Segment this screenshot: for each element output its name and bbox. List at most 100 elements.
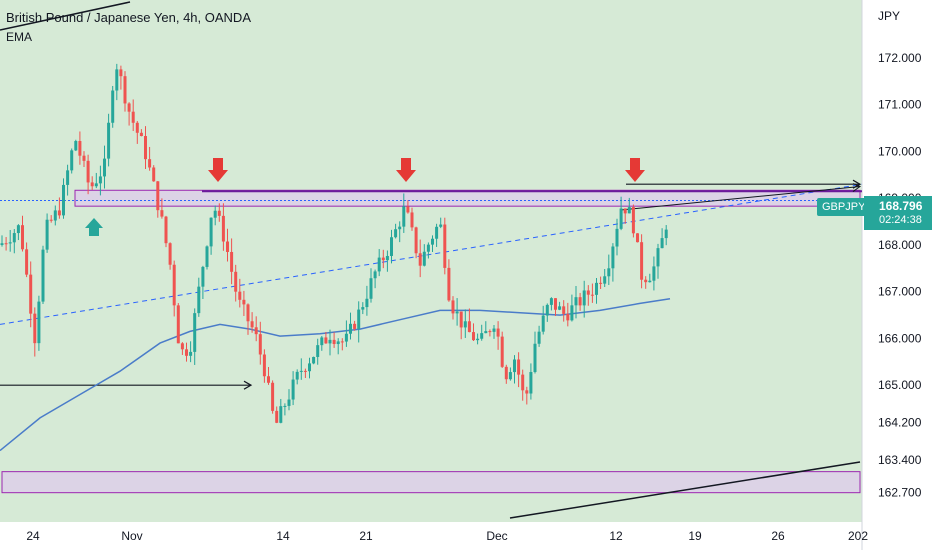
candle-body — [275, 410, 279, 423]
candle-body — [70, 150, 74, 171]
candle-body — [472, 332, 475, 341]
candle-body — [8, 242, 12, 244]
candle-body — [513, 359, 516, 373]
candle-body — [66, 170, 70, 185]
candle-body — [234, 271, 238, 292]
candle-body — [652, 266, 656, 281]
y-tick-label: 165.000 — [878, 378, 922, 392]
candle-body — [636, 233, 639, 243]
candle-body — [94, 183, 98, 187]
candle-body — [62, 184, 65, 216]
candle-body — [90, 182, 94, 187]
y-tick-label: 168.000 — [878, 238, 922, 252]
candle-body — [336, 341, 340, 345]
candle-body — [578, 297, 582, 306]
candle-body — [271, 382, 275, 411]
candle-body — [480, 333, 484, 339]
candle-body — [193, 313, 197, 352]
candle-body — [262, 354, 266, 377]
candle-body — [21, 225, 24, 250]
plot-area — [0, 0, 862, 522]
converging-line — [621, 186, 861, 211]
candle-body — [226, 241, 229, 252]
candle-body — [426, 244, 430, 252]
candle-body — [127, 103, 131, 112]
candle-body — [525, 390, 529, 394]
candle-body — [291, 379, 295, 400]
candle-body — [488, 331, 492, 333]
price-axis — [862, 0, 932, 550]
candle-body — [180, 343, 184, 350]
time-axis — [0, 522, 862, 550]
dashed-trendline — [0, 183, 863, 325]
candle-body — [295, 371, 299, 380]
candle-body — [41, 249, 45, 302]
candle-body — [115, 69, 119, 91]
candle-body — [287, 399, 291, 406]
candle-body — [656, 248, 660, 267]
candle-body — [459, 311, 463, 328]
candle-body — [463, 321, 467, 328]
candle-body — [381, 257, 385, 261]
candle-body — [25, 249, 29, 275]
x-tick-label: 202 — [848, 529, 868, 543]
candle-body — [590, 294, 594, 296]
candle-body — [16, 225, 20, 234]
candle-body — [422, 251, 426, 266]
candle-body — [45, 219, 49, 250]
candle-body — [517, 359, 521, 375]
candle-body — [537, 331, 541, 344]
candle-body — [230, 251, 234, 272]
last-price-value: 168.796 — [879, 199, 923, 213]
candle-body — [500, 336, 504, 367]
candle-body — [123, 76, 127, 104]
candle-body — [12, 233, 16, 243]
candle-body — [447, 267, 451, 301]
candle-body — [554, 298, 557, 310]
candle-body — [623, 208, 627, 214]
candle-body — [279, 406, 283, 423]
down-arrow-marker — [625, 158, 645, 182]
candle-body — [201, 266, 205, 287]
candle-body — [217, 210, 221, 216]
candle-body — [164, 216, 168, 244]
candle-body — [209, 217, 213, 247]
candle-body — [328, 339, 332, 344]
candle-body — [353, 323, 357, 329]
candle-body — [74, 141, 78, 151]
candle-body — [504, 366, 508, 380]
candle-body — [582, 290, 586, 306]
candle-body — [627, 207, 631, 214]
y-tick-label: 162.700 — [878, 486, 922, 500]
candle-body — [566, 313, 570, 321]
x-tick-label: 26 — [771, 529, 785, 543]
candle-body — [246, 304, 250, 322]
candle-body — [562, 306, 566, 314]
y-tick-label: 171.000 — [878, 98, 922, 112]
candle-body — [406, 206, 410, 213]
candle-body — [160, 210, 164, 217]
arrow-head — [243, 380, 253, 390]
candle-body — [451, 300, 455, 314]
y-axis-unit: JPY — [878, 9, 900, 23]
candle-body — [394, 229, 398, 238]
candle-body — [529, 372, 533, 394]
candle-body — [595, 282, 598, 295]
candle-body — [254, 327, 258, 335]
candle-body — [439, 224, 443, 227]
candle-body — [549, 298, 553, 305]
up-arrow-marker — [85, 218, 103, 236]
support-zone — [1, 471, 861, 494]
candle-body — [664, 229, 668, 239]
x-tick-label: 21 — [359, 529, 373, 543]
candle-body — [615, 228, 619, 247]
candle-body — [242, 299, 246, 305]
candle-body — [558, 306, 562, 310]
candle-body — [508, 372, 512, 380]
bar-countdown: 02:24:38 — [879, 214, 922, 226]
candle-body — [103, 158, 106, 177]
y-tick-label: 163.400 — [878, 453, 922, 467]
candle-body — [467, 321, 471, 333]
candle-body — [344, 333, 348, 342]
